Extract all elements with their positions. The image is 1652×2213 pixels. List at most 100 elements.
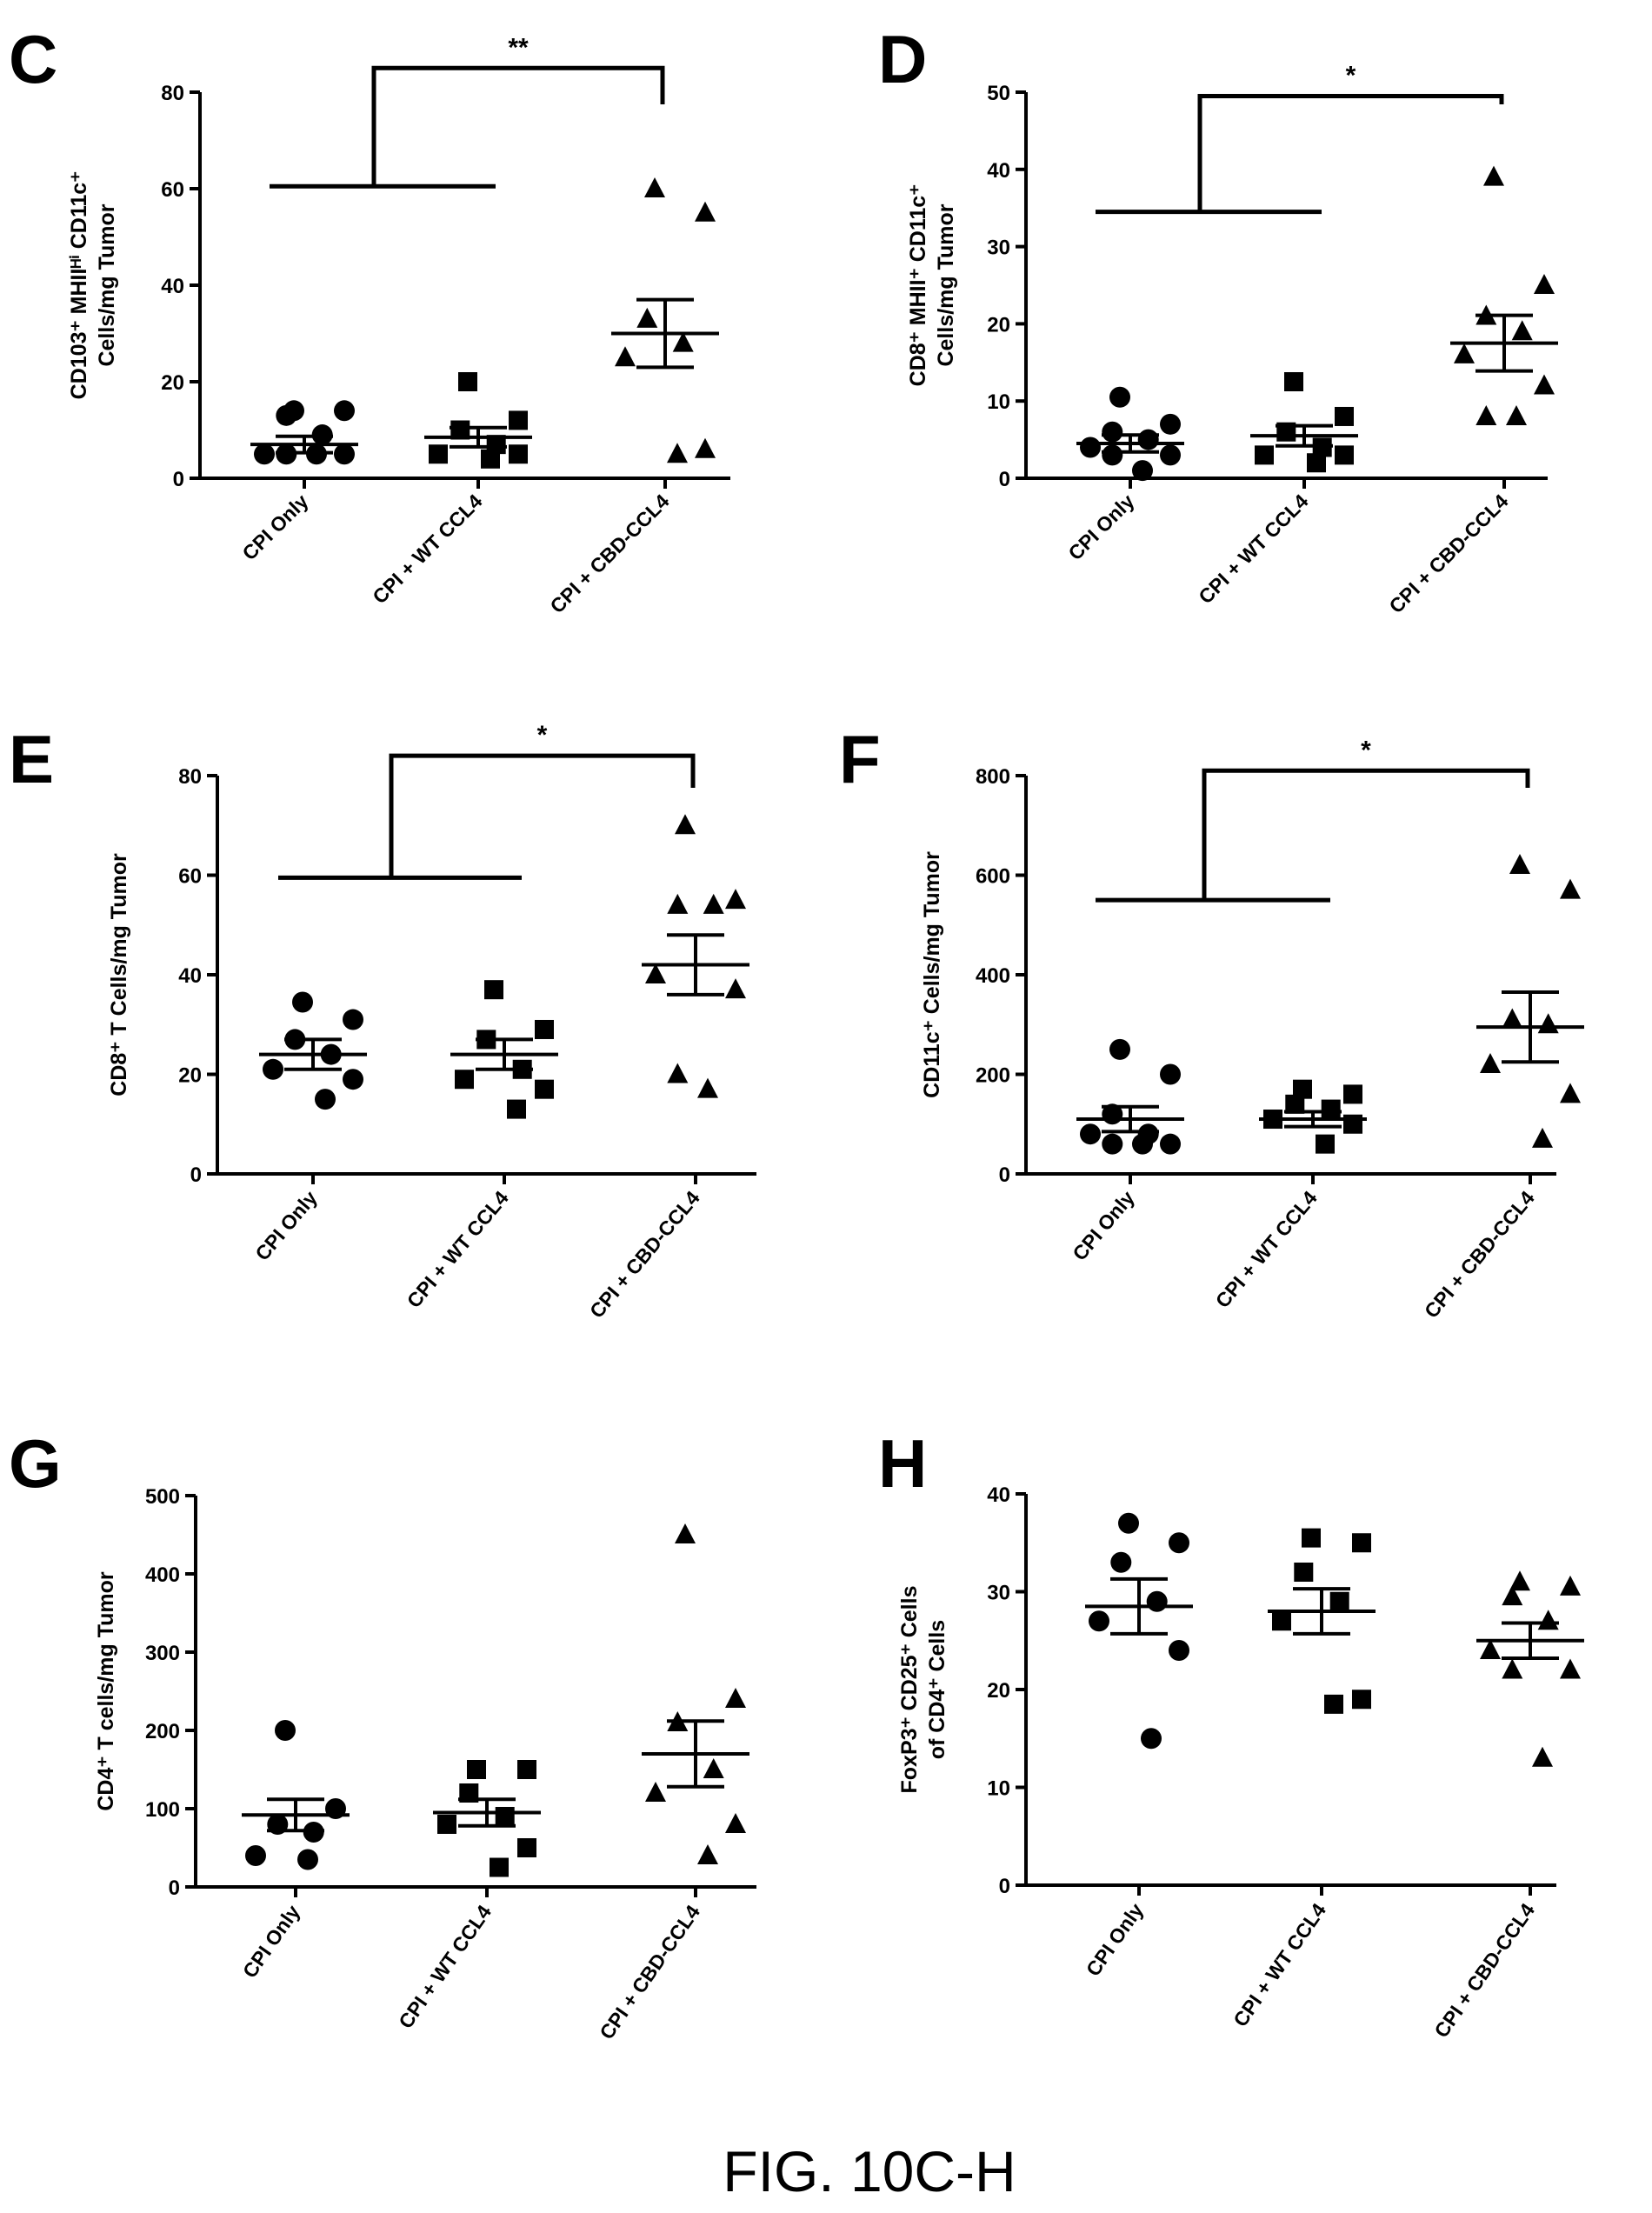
chart-h-ytick-label-3: 30 [987, 1582, 1010, 1605]
chart-g-point-g2-3 [703, 1758, 724, 1778]
chart-f-point-g0-6 [1102, 1133, 1123, 1155]
chart-e-point-g0-1 [343, 1009, 363, 1030]
chart-f-ytick-label-1: 200 [976, 1064, 1010, 1088]
chart-h-point-g2-2 [1502, 1585, 1523, 1606]
chart-g-point-g1-6 [490, 1857, 509, 1877]
chart-d-ytick-label-3: 30 [987, 237, 1010, 260]
chart-h-ylabel-line-0: FoxP3⁺ CD25⁺ Cells [897, 1586, 922, 1794]
chart-c-ytick-label-4: 80 [161, 82, 184, 105]
chart-g-point-g2-1 [725, 1688, 746, 1708]
chart-h-point-g1-4 [1272, 1611, 1291, 1631]
chart-h-ytick-label-1: 10 [987, 1777, 1010, 1801]
chart-d-category-label-1: CPI + WT CCL4 [1194, 490, 1312, 608]
chart-f-panel-letter: F [839, 721, 881, 797]
chart-f-category-label-1: CPI + WT CCL4 [1211, 1186, 1322, 1312]
chart-h-ytick-label-4: 40 [987, 1483, 1010, 1507]
chart-d: D 0 10 20 30 40 50 CPI Only CPI + WT CCL4 CPI + C… [878, 21, 1558, 617]
chart-c-category-label-2: CPI + CBD-CCL4 [545, 490, 673, 617]
chart-d-point-g1-1 [1335, 406, 1354, 426]
chart-f-point-g1-3 [1321, 1099, 1341, 1119]
chart-g-ytick-label-5: 500 [145, 1485, 180, 1509]
chart-f-sig-label: * [1361, 736, 1371, 764]
chart-h-point-g2-6 [1502, 1658, 1523, 1679]
chart-c-point-g0-4 [254, 443, 275, 465]
chart-c-point-g1-5 [509, 444, 528, 464]
chart-c-category-label-0: CPI Only [237, 490, 312, 564]
chart-h: H 0 10 20 30 40 CPI Only CPI + WT CCL4 CPI + CBD… [878, 1425, 1584, 2042]
chart-h-point-g0-4 [1089, 1610, 1109, 1632]
chart-g-point-g2-4 [645, 1782, 666, 1802]
chart-e-sig-bracket [389, 753, 696, 878]
chart-g-panel-letter: G [9, 1425, 62, 1502]
chart-h-panel-letter: H [878, 1425, 927, 1502]
chart-c-sig-label: ** [508, 33, 529, 62]
chart-d-ylabel-line-0: CD8⁺ MHII⁺ CD11c⁺ [906, 184, 930, 387]
chart-g-ytick-label-4: 400 [145, 1563, 180, 1587]
chart-h-point-g0-0 [1118, 1512, 1139, 1534]
chart-g-point-g2-5 [725, 1813, 746, 1833]
chart-e-point-g0-6 [315, 1089, 336, 1110]
chart-e-ytick-label-1: 20 [178, 1064, 202, 1088]
chart-e-point-g2-5 [725, 978, 746, 999]
chart-e-point-g1-6 [507, 1099, 526, 1119]
chart-f-point-g2-6 [1532, 1127, 1553, 1148]
chart-g-point-g2-0 [675, 1523, 696, 1543]
chart-f-point-g0-1 [1160, 1063, 1181, 1085]
chart-e-ytick-label-3: 60 [178, 865, 202, 889]
chart-c-ylabel-line-1: Cells/mg Tumor [95, 203, 119, 366]
chart-e-ytick-label-4: 80 [178, 765, 202, 789]
chart-e-point-g2-2 [667, 893, 689, 914]
chart-f-sig-bracket [1202, 768, 1530, 901]
chart-g-point-g0-0 [275, 1720, 296, 1741]
chart-h-point-g2-1 [1560, 1575, 1581, 1596]
chart-d-panel-letter: D [878, 21, 927, 97]
chart-c-point-g1-3 [486, 435, 506, 455]
chart-e: E 0 20 40 60 80 CPI Only CPI + WT CCL4 CPI + CBD… [9, 721, 756, 1323]
chart-h-point-g0-6 [1141, 1728, 1162, 1750]
chart-e-point-g0-5 [343, 1069, 363, 1090]
chart-h-point-g1-6 [1324, 1694, 1343, 1714]
chart-c-ytick-label-2: 40 [161, 275, 184, 298]
chart-e-point-g1-0 [484, 980, 503, 1000]
chart-d-point-g0-7 [1132, 460, 1153, 482]
chart-e-point-g2-6 [667, 1063, 689, 1083]
chart-d-category-label-2: CPI + CBD-CCL4 [1384, 490, 1512, 617]
chart-g-point-g1-1 [517, 1760, 536, 1779]
chart-d-point-g1-4 [1255, 445, 1274, 465]
chart-d-point-g0-4 [1080, 437, 1101, 458]
chart-c-ytick-label-3: 60 [161, 178, 184, 202]
chart-g-point-g0-4 [245, 1845, 266, 1866]
chart-f-point-g0-0 [1109, 1038, 1130, 1060]
chart-c-point-g2-3 [672, 331, 694, 352]
chart-h-point-g1-0 [1302, 1528, 1321, 1548]
chart-d-ytick-label-5: 50 [987, 82, 1010, 105]
chart-h-point-g2-5 [1560, 1658, 1581, 1679]
chart-c-point-g1-2 [450, 420, 470, 440]
chart-h-category-label-2: CPI + CBD-CCL4 [1429, 1899, 1539, 2042]
chart-f-point-g2-2 [1502, 1008, 1523, 1029]
chart-f-ytick-label-4: 800 [976, 765, 1010, 789]
chart-g: G 0 100 200 300 400 500 CPI Only CPI + WT CCL4 CP… [9, 1425, 756, 2043]
chart-d-sig-bracket [1197, 93, 1504, 212]
chart-d-point-g2-3 [1511, 320, 1533, 341]
figure-caption: FIG. 10C-H [723, 2139, 1016, 2203]
chart-h-ylabel-line-1: of CD4⁺ Cells [925, 1620, 949, 1759]
chart-c-ytick-label-0: 0 [173, 468, 184, 491]
chart-h-point-g1-2 [1294, 1563, 1314, 1582]
chart-h-point-g1-3 [1329, 1591, 1349, 1611]
chart-c-point-g0-5 [334, 443, 355, 465]
chart-h-point-g0-3 [1146, 1590, 1168, 1612]
chart-g-ytick-label-1: 100 [145, 1798, 180, 1822]
chart-d-ytick-label-0: 0 [999, 468, 1010, 491]
panels-layer: C 0 20 40 60 80 CPI Only CPI + WT CCL4 CPI + CBD… [9, 21, 1584, 2043]
chart-d-point-g0-3 [1137, 429, 1159, 450]
chart-f-point-g1-0 [1293, 1079, 1312, 1099]
chart-d-point-g2-6 [1475, 404, 1497, 425]
chart-g-point-g1-5 [517, 1838, 536, 1857]
chart-c-sig-bracket [371, 65, 665, 187]
chart-h-ytick-label-0: 0 [999, 1875, 1010, 1898]
chart-e-ytick-label-0: 0 [190, 1163, 202, 1187]
chart-h-point-g2-7 [1532, 1746, 1553, 1767]
chart-c-point-g1-4 [429, 444, 448, 464]
